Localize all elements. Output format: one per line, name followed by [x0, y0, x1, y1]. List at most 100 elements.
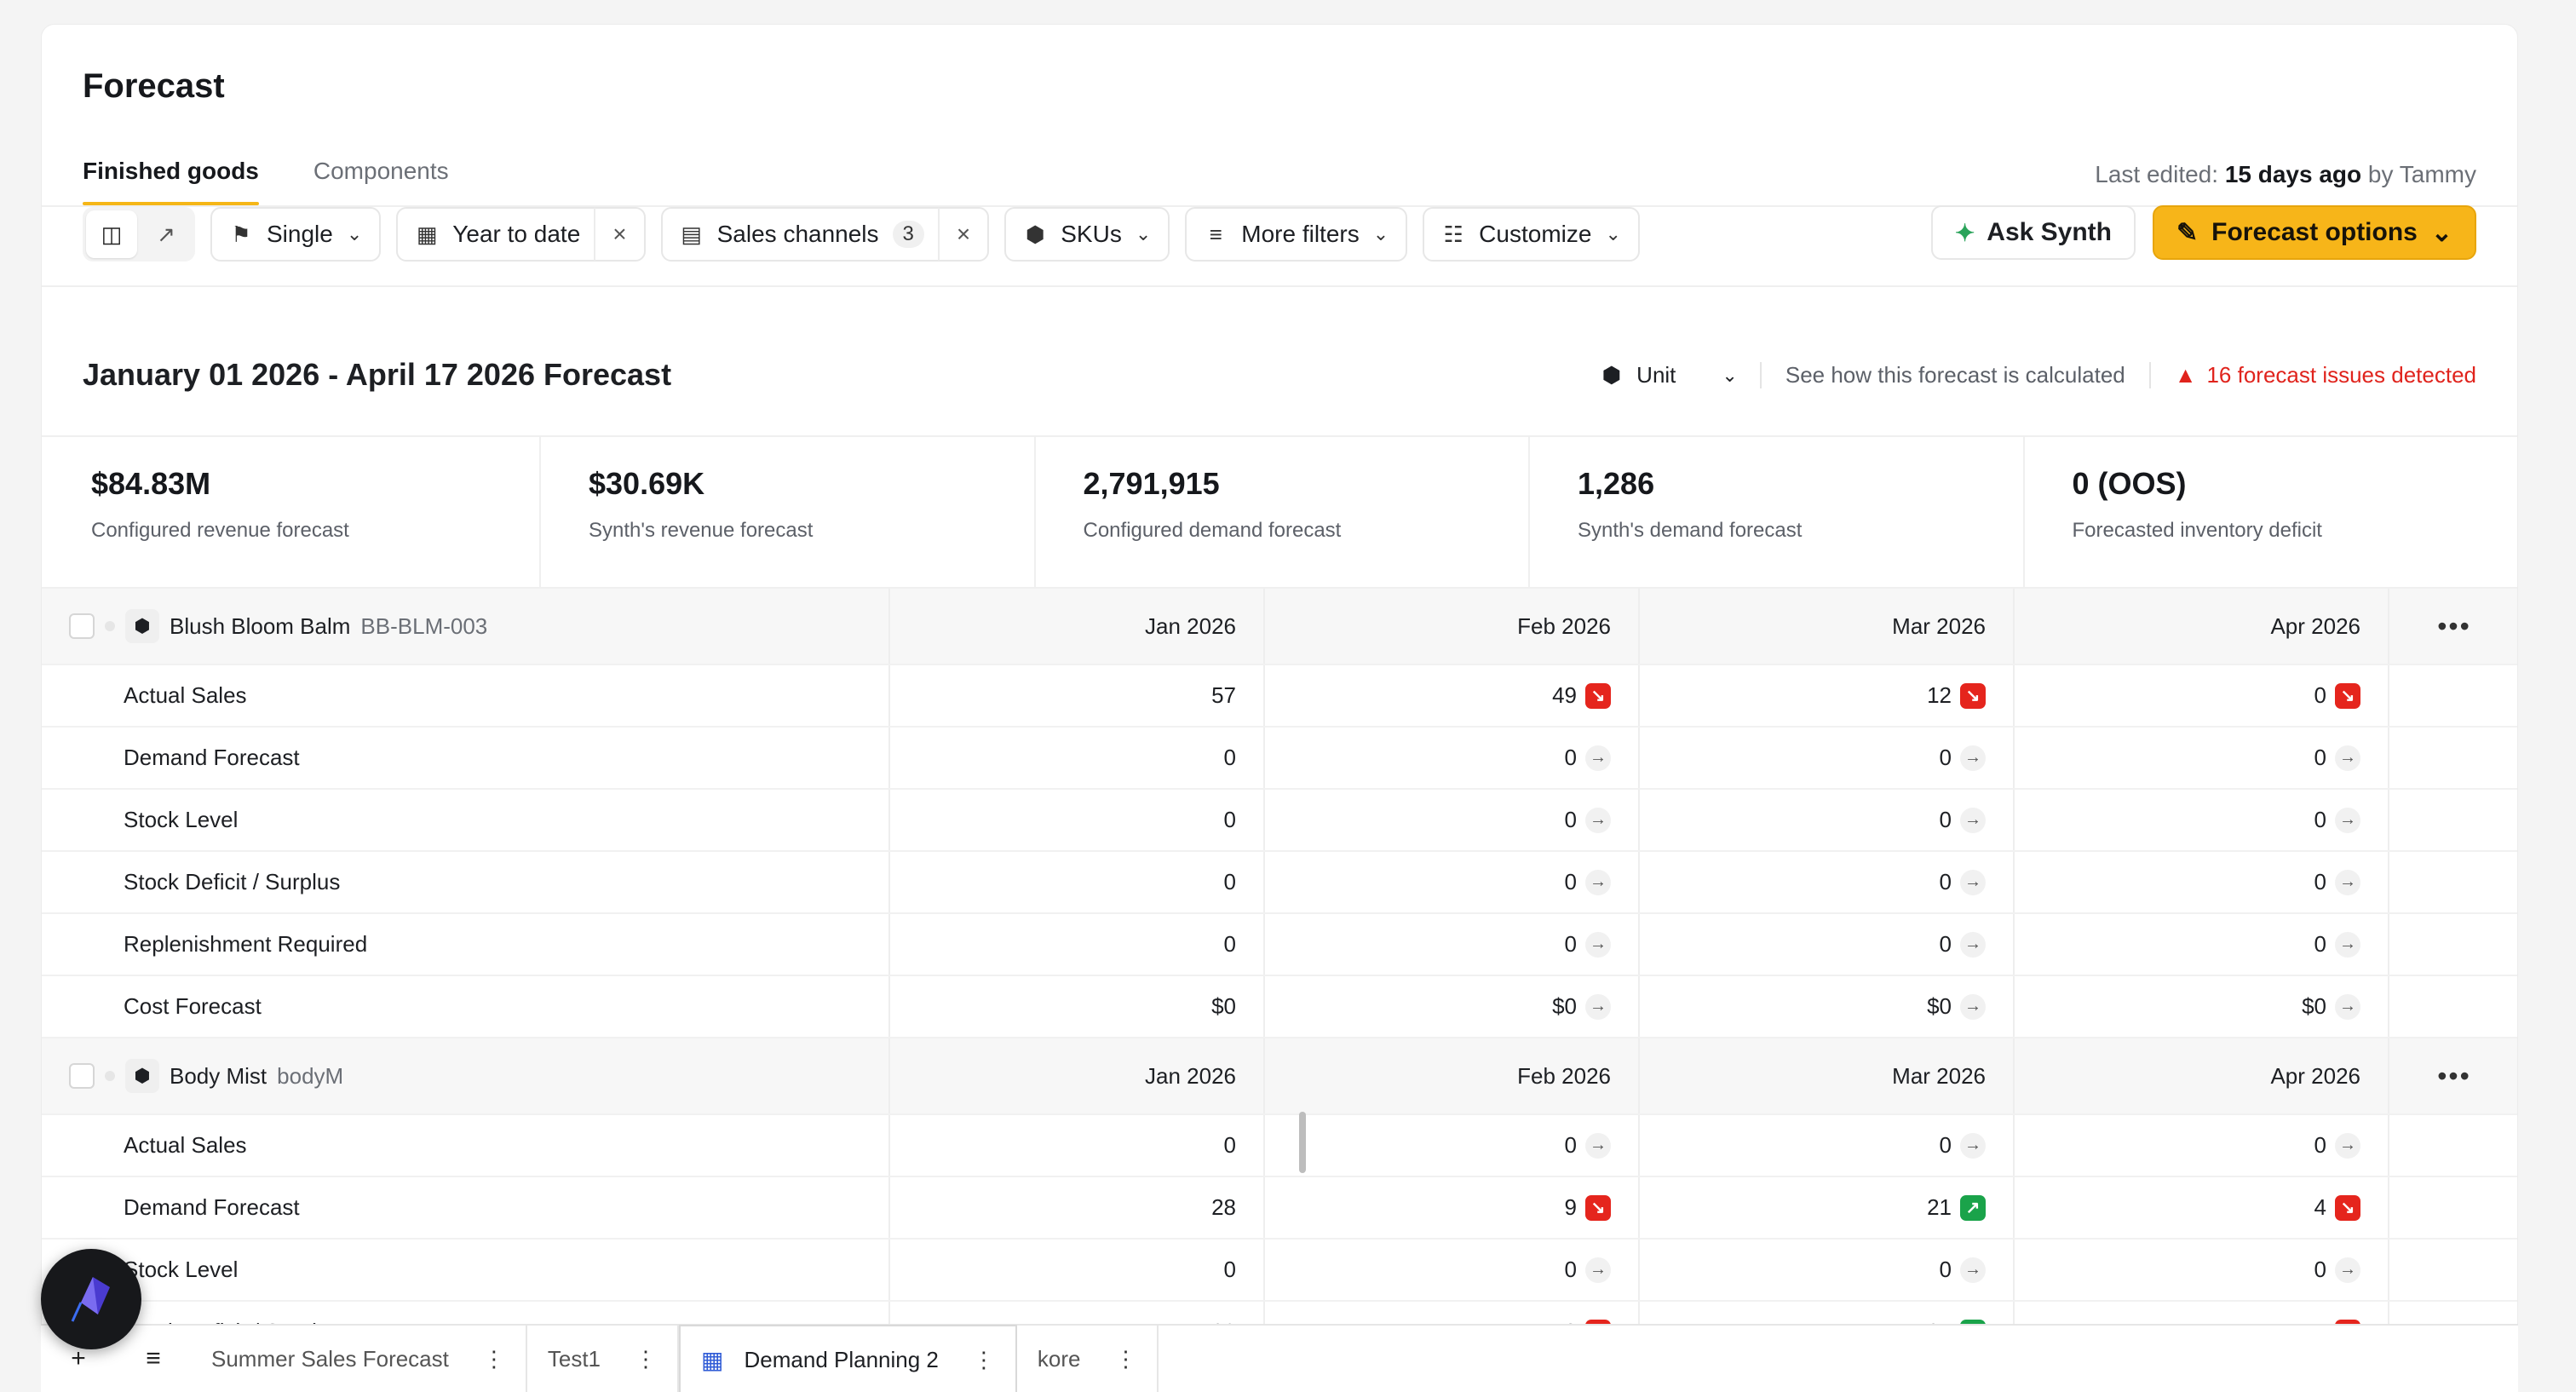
metric-value: 0 — [1939, 869, 1952, 894]
chart-view-icon[interactable]: ↗ — [157, 221, 175, 247]
row-checkbox[interactable] — [69, 613, 95, 639]
more-options-icon[interactable]: ••• — [2437, 1060, 2471, 1091]
row-spacer — [2389, 976, 2517, 1037]
metric-value-cell[interactable]: 21 ↗ — [1640, 1177, 2015, 1238]
metric-value-cell[interactable]: 0 → — [2015, 1240, 2389, 1300]
kebab-icon[interactable]: ⋮ — [1114, 1345, 1137, 1372]
metric-label: Stock Level — [42, 790, 890, 850]
metric-value: 0 — [2314, 931, 2326, 957]
metric-value: $0 — [2302, 993, 2326, 1019]
metric-value-cell[interactable]: 0 → — [1640, 1240, 2015, 1300]
month-label: Mar 2026 — [1892, 613, 1986, 639]
product-icon: ⬢ — [125, 1059, 159, 1093]
metric-value-cell[interactable]: 0 → — [1640, 728, 2015, 788]
add-sheet-icon[interactable]: + — [71, 1344, 86, 1372]
kebab-icon[interactable]: ⋮ — [972, 1346, 995, 1372]
ask-synth-button[interactable]: ✦ Ask Synth — [1930, 205, 2136, 260]
more-filters-dropdown[interactable]: ≡ More filters ⌄ — [1185, 207, 1408, 262]
date-range-filter[interactable]: ▦ Year to date × — [396, 207, 646, 262]
clear-date-icon[interactable]: × — [594, 208, 627, 261]
metric-value-cell[interactable]: 0 → — [1640, 852, 2015, 912]
metric-value: 0 — [1939, 807, 1952, 832]
metric-value-cell[interactable]: $0 — [890, 976, 1265, 1037]
row-checkbox[interactable] — [69, 1063, 95, 1089]
metric-value-cell[interactable]: 0 → — [1640, 914, 2015, 975]
table-row: Actual Sales 0 0 → 0 → 0 → — [42, 1115, 2517, 1177]
metric-value-cell[interactable]: 0 ↘ — [2015, 665, 2389, 726]
metric-value: 0 — [1223, 807, 1236, 832]
trend-down-icon: ↘ — [2335, 1194, 2360, 1221]
product-name[interactable]: Blush Bloom Balm — [170, 613, 351, 639]
row-spacer — [2389, 914, 2517, 975]
month-label: Feb 2026 — [1517, 1062, 1611, 1089]
single-dropdown[interactable]: ⚑ Single ⌄ — [210, 207, 382, 262]
skus-dropdown[interactable]: ⬢ SKUs ⌄ — [1004, 207, 1170, 262]
see-calculation-link[interactable]: See how this forecast is calculated — [1759, 362, 2149, 388]
metric-value-cell[interactable]: 0 → — [1265, 852, 1640, 912]
metric-value-cell[interactable]: 0 → — [2015, 852, 2389, 912]
sheet-tab-test1[interactable]: Test1 ⋮ — [527, 1325, 680, 1392]
metric-value-cell[interactable]: 0 — [890, 852, 1265, 912]
metric-value-cell[interactable]: $0 → — [1265, 976, 1640, 1037]
clear-channels-icon[interactable]: × — [937, 208, 970, 261]
more-options-icon[interactable]: ••• — [2437, 610, 2471, 641]
metric-value: 0 — [2314, 1132, 2326, 1158]
trend-down-icon: ↘ — [1585, 682, 1611, 709]
metric-value-cell[interactable]: 0 → — [2015, 1115, 2389, 1176]
assistant-fab[interactable] — [41, 1249, 141, 1349]
metric-value: 0 — [1564, 931, 1577, 957]
metric-value-cell[interactable]: 0 → — [1265, 1115, 1640, 1176]
metric-value-cell[interactable]: $0 → — [1640, 976, 2015, 1037]
sales-channels-filter[interactable]: ▤ Sales channels 3 × — [660, 207, 990, 262]
more-filters-label: More filters — [1241, 221, 1360, 247]
metric-value-cell[interactable]: 0 → — [2015, 790, 2389, 850]
sheet-tab-label: kore — [1037, 1345, 1081, 1372]
metric-value-cell[interactable]: 12 ↘ — [1640, 665, 2015, 726]
metric-value: 12 — [1927, 682, 1952, 708]
kebab-icon[interactable]: ⋮ — [635, 1345, 658, 1372]
metric-value-cell[interactable]: 0 → — [1265, 728, 1640, 788]
forecast-issues-link[interactable]: ▲ 16 forecast issues detected — [2148, 362, 2476, 388]
forecast-options-button[interactable]: ✎ Forecast options ⌄ — [2153, 205, 2476, 260]
forecast-table: ⬢ Blush Bloom Balm BB-BLM-003 Jan 2026 Feb 2… — [42, 589, 2517, 1364]
metric-value-cell[interactable]: 57 — [890, 665, 1265, 726]
metric-value-cell[interactable]: 9↘ — [1265, 1177, 1640, 1238]
metric-value-cell[interactable]: 0 — [890, 728, 1265, 788]
product-sku: BB-BLM-003 — [360, 613, 488, 639]
metric-value-cell[interactable]: 0 → — [2015, 914, 2389, 975]
sheet-tab-kore[interactable]: kore ⋮ — [1017, 1325, 1159, 1392]
metric-value-cell[interactable]: $0 → — [2015, 976, 2389, 1037]
metric-value-cell[interactable]: 28 — [890, 1177, 1265, 1238]
trend-flat-icon: → — [2335, 807, 2360, 833]
unit-dropdown[interactable]: ⬢ Unit ⌄ — [1601, 362, 1759, 388]
store-icon: ▤ — [681, 221, 702, 247]
metric-value-cell[interactable]: 0 — [890, 914, 1265, 975]
tab-components[interactable]: Components — [313, 158, 449, 184]
metric-value-cell[interactable]: 0 → — [2015, 728, 2389, 788]
metric-value-cell[interactable]: 0 — [890, 1115, 1265, 1176]
kebab-icon[interactable]: ⋮ — [482, 1345, 505, 1372]
sheet-list-icon[interactable]: ≡ — [146, 1344, 161, 1372]
metric-value-cell[interactable]: 4↘ — [2015, 1177, 2389, 1238]
metric-value-cell[interactable]: 0 — [890, 790, 1265, 850]
date-range-label: Year to date — [452, 221, 581, 247]
last-edited-when: 15 days ago — [2224, 161, 2362, 187]
column-resize-handle[interactable] — [1299, 1112, 1306, 1173]
last-edited-by: by Tammy — [2367, 161, 2476, 187]
metric-value-cell[interactable]: 0 → — [1640, 1115, 2015, 1176]
metric-label: Stock Level — [42, 1240, 890, 1300]
metric-value-cell[interactable]: 0 → — [1265, 914, 1640, 975]
sheet-tab-summer-sales[interactable]: Summer Sales Forecast ⋮ — [191, 1325, 527, 1392]
metric-value-cell[interactable]: 0 → — [1265, 790, 1640, 850]
metric-value-cell[interactable]: 0 → — [1640, 790, 2015, 850]
product-name[interactable]: Body Mist — [170, 1062, 267, 1089]
month-label: Apr 2026 — [2270, 613, 2360, 639]
sheet-tab-demand-planning-2[interactable]: ▦ Demand Planning 2 ⋮ — [679, 1325, 1017, 1392]
metric-value: 0 — [1223, 869, 1236, 894]
tab-finished-goods[interactable]: Finished goods — [83, 134, 259, 205]
customize-dropdown[interactable]: ☷ Customize ⌄ — [1423, 207, 1640, 262]
metric-value-cell[interactable]: 49 ↘ — [1265, 665, 1640, 726]
metric-value-cell[interactable]: 0 → — [1265, 1240, 1640, 1300]
table-view-icon[interactable]: ◫ — [86, 210, 137, 258]
metric-value-cell[interactable]: 0 — [890, 1240, 1265, 1300]
